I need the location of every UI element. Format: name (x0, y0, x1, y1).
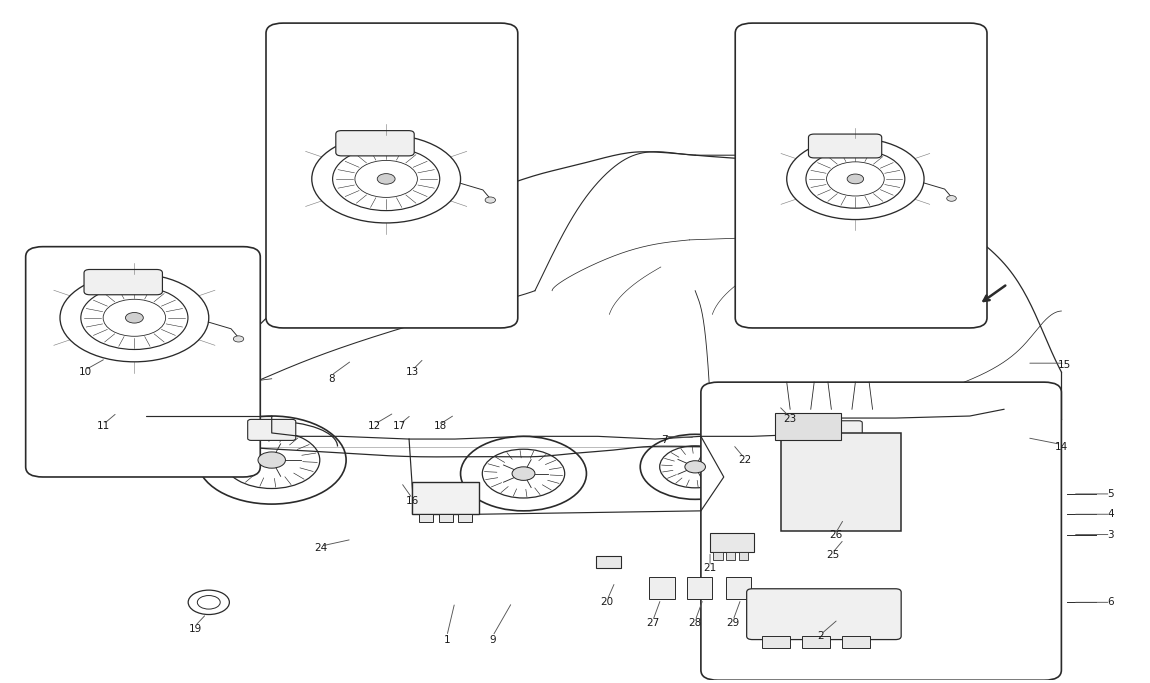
Text: 8: 8 (328, 374, 335, 384)
Bar (781, 433, 902, 531)
Bar (726, 577, 751, 599)
FancyBboxPatch shape (814, 421, 862, 442)
FancyBboxPatch shape (266, 23, 518, 328)
Bar (802, 636, 830, 648)
Text: 23: 23 (783, 415, 797, 424)
Text: 9: 9 (489, 635, 496, 645)
Text: 13: 13 (406, 367, 419, 377)
Text: 16: 16 (406, 496, 419, 505)
FancyBboxPatch shape (336, 130, 414, 156)
Circle shape (826, 453, 851, 467)
Bar (420, 514, 434, 522)
Text: 7: 7 (661, 434, 668, 445)
Text: 10: 10 (78, 367, 92, 377)
Circle shape (233, 336, 244, 342)
Circle shape (125, 313, 144, 323)
FancyBboxPatch shape (700, 382, 1061, 680)
Bar (713, 551, 722, 559)
Bar (761, 636, 790, 648)
Circle shape (258, 452, 285, 468)
Circle shape (485, 197, 496, 203)
FancyBboxPatch shape (808, 134, 882, 158)
Text: 5: 5 (1107, 489, 1114, 499)
Text: 6: 6 (1107, 598, 1114, 607)
Bar (710, 533, 753, 551)
Bar (413, 482, 478, 514)
Circle shape (946, 195, 957, 201)
Circle shape (685, 461, 705, 473)
Text: 18: 18 (434, 421, 446, 431)
Circle shape (512, 466, 535, 480)
Text: 3: 3 (1107, 529, 1114, 540)
Bar (842, 636, 871, 648)
Text: 19: 19 (189, 624, 201, 635)
Text: 26: 26 (829, 529, 843, 540)
Text: 15: 15 (1058, 360, 1072, 370)
Circle shape (848, 174, 864, 184)
Text: 1: 1 (444, 635, 450, 645)
Text: 27: 27 (646, 617, 659, 628)
Text: 17: 17 (393, 421, 406, 431)
Text: 28: 28 (689, 617, 702, 628)
Circle shape (377, 173, 396, 184)
Text: 12: 12 (368, 421, 382, 431)
Bar (775, 413, 842, 440)
Text: 25: 25 (826, 550, 840, 560)
Bar (439, 514, 453, 522)
Bar (650, 577, 675, 599)
Bar (688, 577, 712, 599)
Text: 24: 24 (314, 543, 328, 553)
Text: 29: 29 (727, 617, 739, 628)
Text: 11: 11 (97, 421, 110, 431)
Text: 21: 21 (704, 563, 716, 574)
Text: 2: 2 (818, 631, 825, 641)
FancyBboxPatch shape (84, 270, 162, 295)
Bar (738, 551, 748, 559)
Bar (458, 514, 472, 522)
Bar (596, 556, 621, 568)
Bar (726, 551, 735, 559)
Text: 4: 4 (1107, 510, 1114, 519)
Text: 22: 22 (738, 455, 751, 465)
Text: 14: 14 (1055, 441, 1068, 451)
FancyBboxPatch shape (247, 419, 296, 441)
FancyBboxPatch shape (25, 247, 260, 477)
FancyBboxPatch shape (746, 589, 902, 639)
FancyBboxPatch shape (735, 23, 987, 328)
Text: 20: 20 (600, 598, 614, 607)
